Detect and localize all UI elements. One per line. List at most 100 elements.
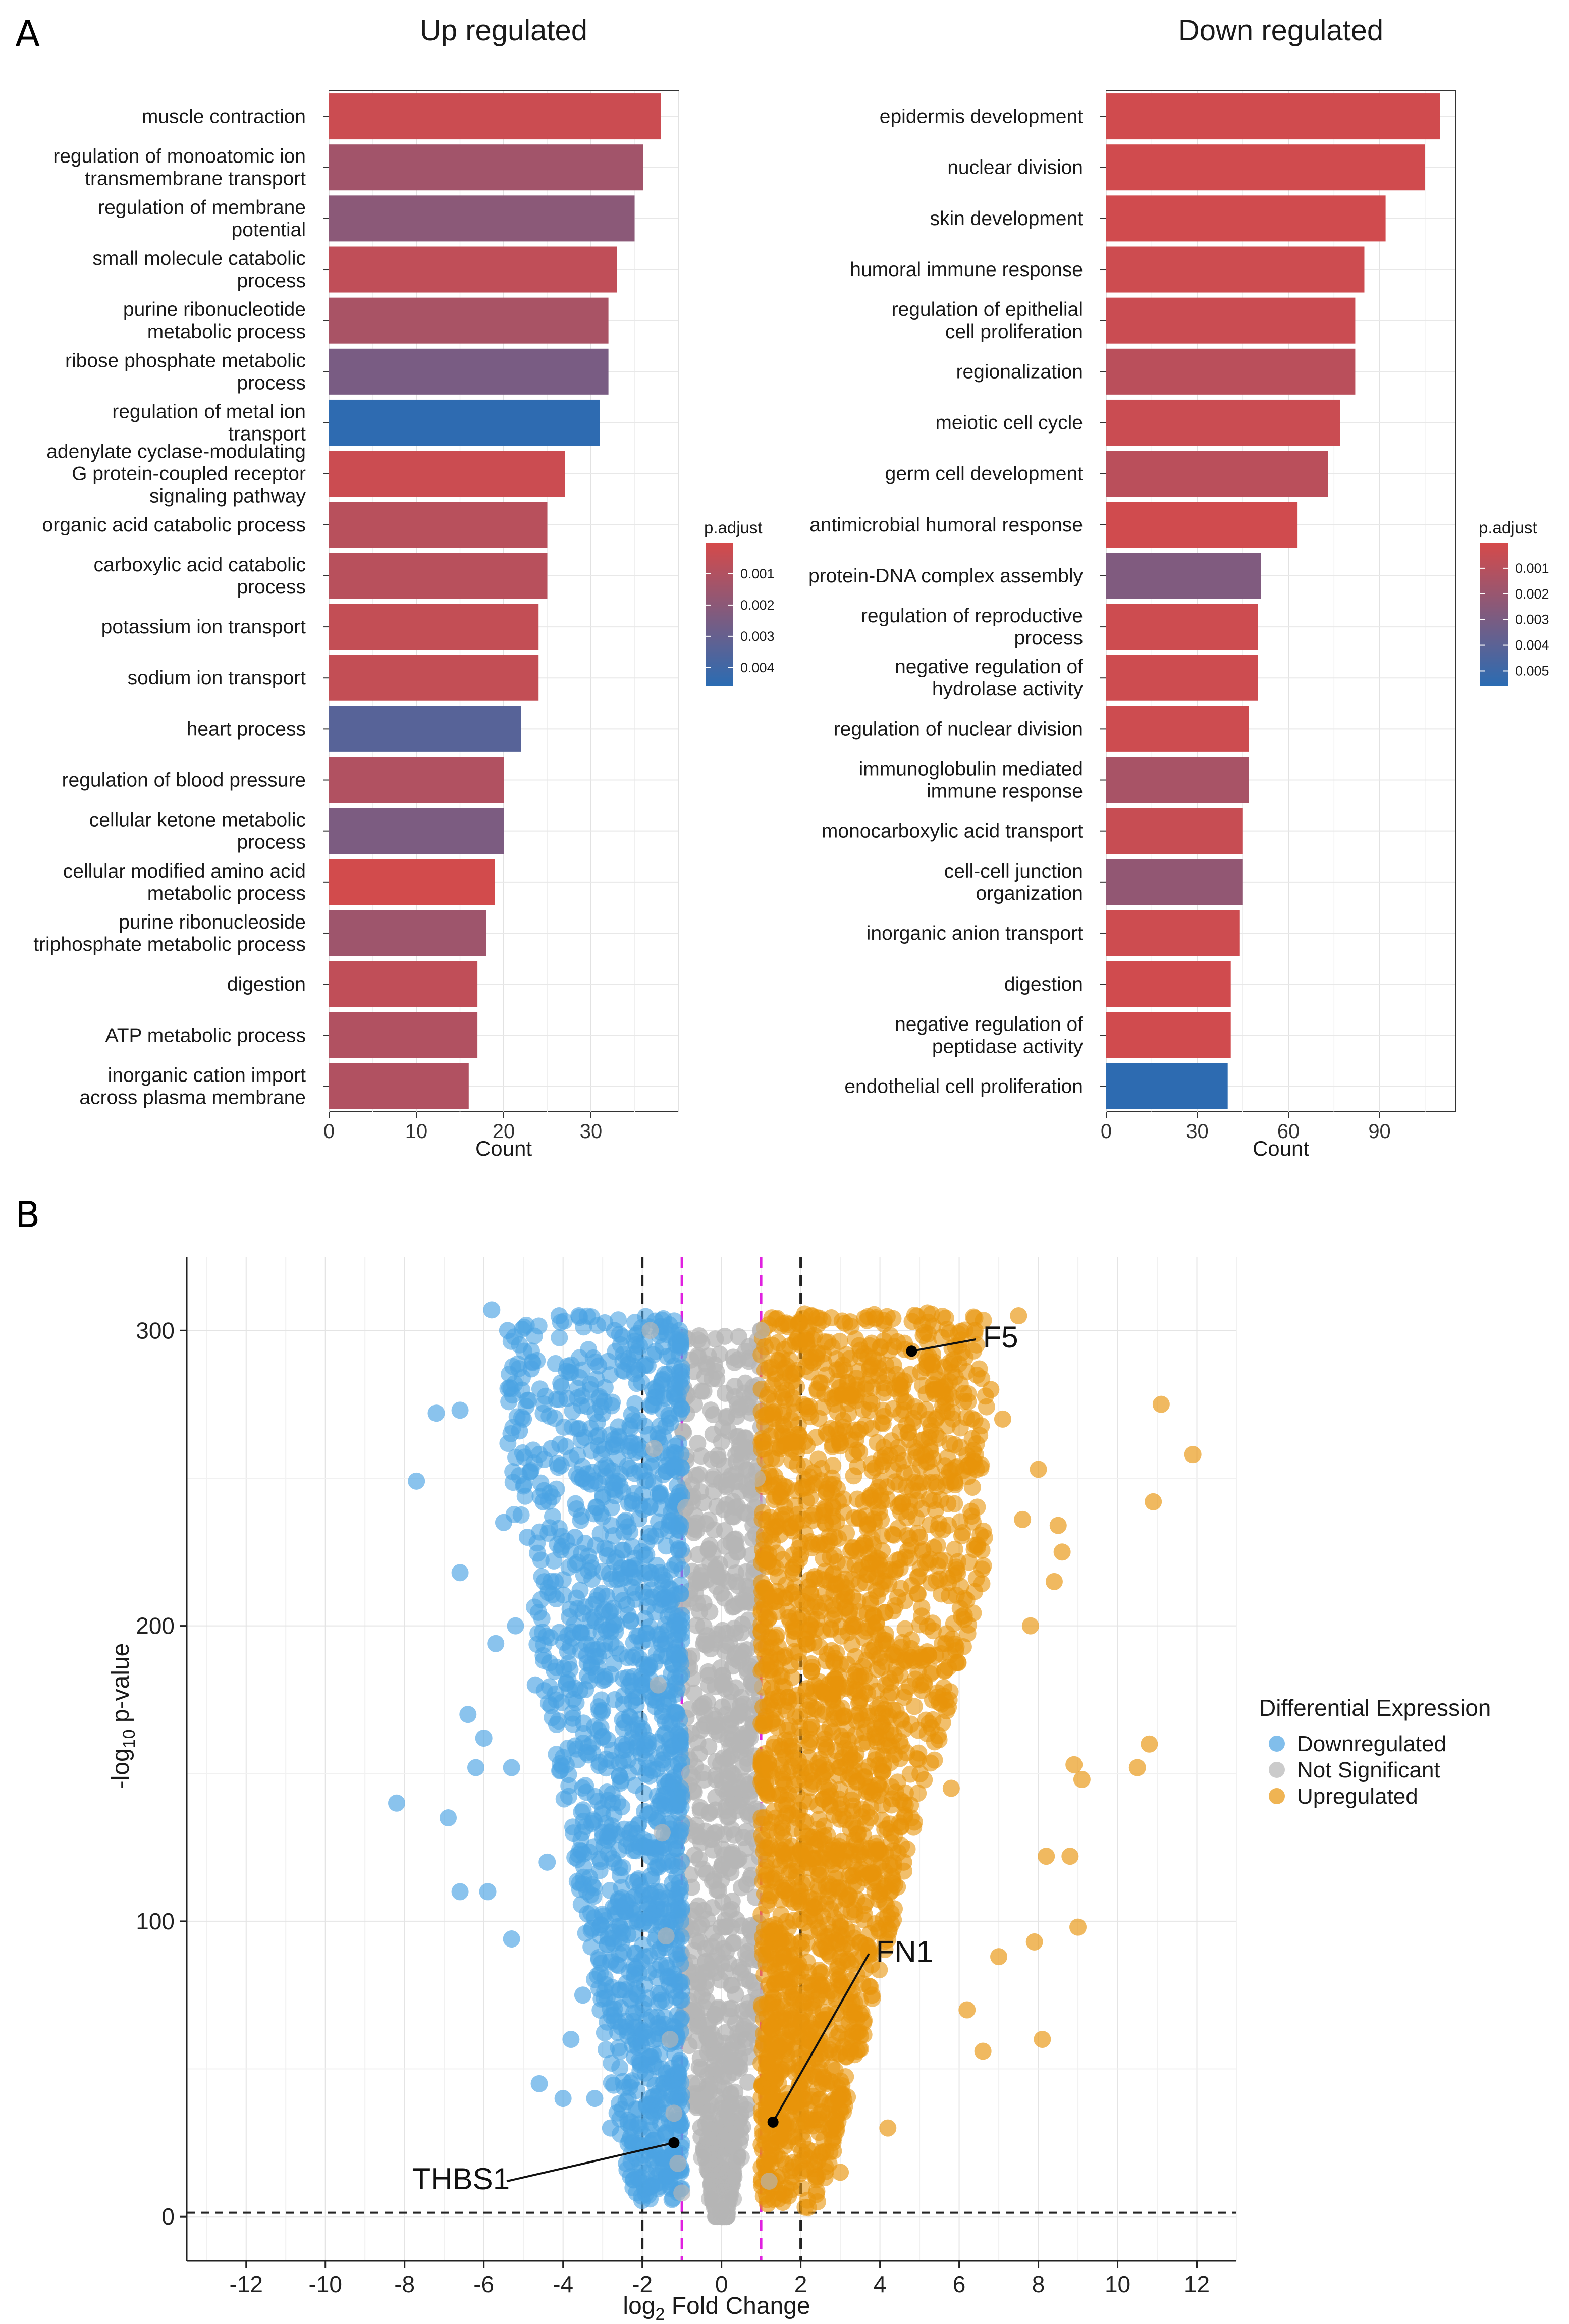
point-upregulated bbox=[775, 1948, 793, 1965]
point-upregulated bbox=[850, 1575, 868, 1592]
point-upregulated bbox=[760, 1545, 778, 1563]
point-not-significant bbox=[669, 2154, 687, 2172]
point-downregulated bbox=[673, 1606, 691, 1624]
point-downregulated bbox=[614, 1735, 631, 1753]
point-downregulated bbox=[427, 1404, 445, 1422]
point-not-significant bbox=[708, 1823, 726, 1841]
point-not-significant bbox=[729, 1498, 746, 1516]
point-downregulated bbox=[667, 1888, 684, 1906]
point-downregulated bbox=[671, 1738, 689, 1755]
x-tick-label: -4 bbox=[553, 2271, 573, 2297]
x-tick-label: 20 bbox=[493, 1120, 515, 1143]
category-label: adenylate cyclase-modulating G protein-co… bbox=[46, 441, 306, 507]
volcano-x-axis-title: log2 Fold Change bbox=[623, 2293, 810, 2324]
point-upregulated bbox=[788, 1444, 805, 1462]
point-downregulated bbox=[653, 1372, 671, 1389]
point-downregulated bbox=[667, 1668, 684, 1686]
point-downregulated bbox=[653, 1636, 670, 1653]
point-not-significant bbox=[703, 2025, 721, 2042]
point-upregulated bbox=[805, 1505, 823, 1523]
point-upregulated bbox=[786, 1403, 803, 1421]
bar bbox=[1106, 808, 1243, 854]
point-upregulated bbox=[821, 2041, 838, 2059]
point-downregulated bbox=[582, 1475, 600, 1493]
point-downregulated bbox=[582, 1442, 600, 1460]
point-downregulated bbox=[664, 1841, 682, 1858]
point-upregulated bbox=[837, 2047, 855, 2065]
point-upregulated bbox=[772, 1440, 789, 1457]
category-label: nuclear division bbox=[947, 157, 1083, 179]
point-upregulated bbox=[755, 1921, 773, 1938]
point-downregulated bbox=[661, 1316, 678, 1334]
legend-tick-label: 0.004 bbox=[740, 660, 775, 675]
point-downregulated bbox=[625, 2171, 642, 2188]
point-upregulated bbox=[1010, 1307, 1027, 1325]
point-upregulated bbox=[946, 1436, 963, 1453]
legend-tick-label: 0.001 bbox=[740, 566, 775, 581]
category-label: immunoglobulin mediated immune response bbox=[859, 759, 1083, 802]
point-upregulated bbox=[826, 1395, 844, 1413]
category-label: regulation of membrane potential bbox=[98, 197, 306, 241]
point-downregulated bbox=[626, 1314, 644, 1331]
point-upregulated bbox=[860, 1707, 878, 1725]
point-downregulated bbox=[621, 1523, 639, 1541]
x-tick-label: -6 bbox=[473, 2271, 494, 2297]
up-x-axis-title: Count bbox=[475, 1137, 532, 1160]
point-downregulated bbox=[658, 2168, 676, 2185]
point-upregulated bbox=[864, 1608, 882, 1626]
point-upregulated bbox=[954, 1638, 972, 1655]
category-label: cellular modified amino acid metabolic pr… bbox=[63, 860, 306, 904]
point-downregulated bbox=[656, 2016, 673, 2033]
point-downregulated bbox=[586, 2090, 604, 2107]
y-tick-label: 0 bbox=[161, 2203, 175, 2230]
category-label: regionalization bbox=[956, 361, 1083, 383]
bar bbox=[1106, 910, 1240, 956]
point-upregulated bbox=[949, 1564, 966, 1582]
point-downregulated bbox=[578, 1905, 596, 1923]
point-upregulated bbox=[846, 2004, 864, 2021]
point-upregulated bbox=[845, 1467, 862, 1485]
point-downregulated bbox=[651, 2045, 669, 2063]
point-upregulated bbox=[852, 1934, 870, 1952]
point-downregulated bbox=[479, 1883, 497, 1901]
point-not-significant bbox=[736, 1429, 753, 1447]
point-upregulated bbox=[758, 1994, 776, 2012]
point-downregulated bbox=[663, 2087, 680, 2104]
point-not-significant bbox=[693, 2149, 711, 2167]
point-downregulated bbox=[578, 1667, 596, 1685]
point-upregulated bbox=[822, 1948, 839, 1965]
point-downregulated bbox=[515, 1342, 533, 1360]
point-upregulated bbox=[973, 1560, 991, 1578]
point-not-significant bbox=[723, 1786, 740, 1803]
x-tick-label: 0 bbox=[323, 1120, 335, 1143]
legend-tick-label: 0.002 bbox=[1515, 586, 1549, 602]
point-upregulated bbox=[875, 1910, 892, 1928]
category-label: organic acid catabolic process bbox=[42, 514, 306, 536]
category-label: humoral immune response bbox=[850, 259, 1083, 281]
bar bbox=[1106, 297, 1356, 344]
point-downregulated bbox=[652, 1891, 669, 1909]
point-not-significant bbox=[723, 1919, 740, 1936]
point-downregulated bbox=[618, 2154, 635, 2172]
point-downregulated bbox=[592, 1691, 610, 1709]
point-downregulated bbox=[611, 1754, 628, 1772]
point-not-significant bbox=[716, 1457, 733, 1475]
point-downregulated bbox=[664, 1874, 681, 1892]
point-downregulated bbox=[451, 1564, 469, 1582]
x-tick-label: 6 bbox=[953, 2271, 966, 2297]
point-upregulated bbox=[770, 1568, 787, 1586]
legend-tick-label: 0.001 bbox=[1515, 561, 1549, 576]
point-upregulated bbox=[1141, 1735, 1158, 1753]
point-not-significant bbox=[698, 1963, 716, 1981]
point-not-significant bbox=[677, 1499, 694, 1517]
category-label: ribose phosphate metabolic process bbox=[65, 350, 306, 394]
point-downregulated bbox=[569, 1846, 587, 1863]
point-upregulated bbox=[1069, 1918, 1087, 1936]
point-upregulated bbox=[905, 1818, 923, 1836]
point-not-significant bbox=[707, 2061, 725, 2079]
point-downregulated bbox=[574, 1801, 592, 1819]
point-upregulated bbox=[808, 2168, 826, 2185]
point-upregulated bbox=[824, 1723, 841, 1741]
point-upregulated bbox=[972, 1417, 990, 1435]
down-chart-title: Down regulated bbox=[1178, 14, 1383, 47]
